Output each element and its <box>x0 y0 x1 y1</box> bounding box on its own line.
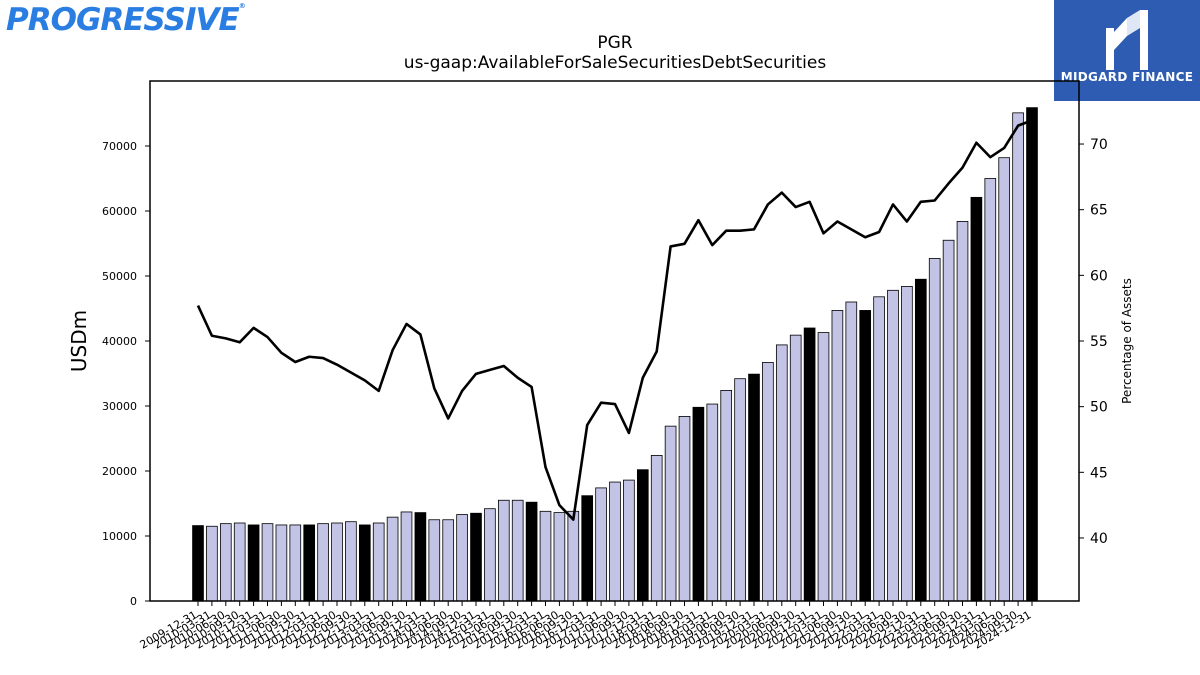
bar-2023-12-31 <box>970 196 983 602</box>
y-tick-label: 50000 <box>102 270 137 283</box>
y2-tick-label: 65 <box>1090 203 1108 219</box>
y-tick-label: 70000 <box>102 140 137 153</box>
bar-2020-12-31 <box>803 327 816 602</box>
bar-2016-03-31 <box>539 510 552 602</box>
left-axis: 0 10000 20000 30000 40000 50000 60000 70000 <box>102 140 150 608</box>
bar-2016-06-30 <box>553 512 566 602</box>
bar-2011-09-30 <box>289 524 302 602</box>
y2-tick-label: 60 <box>1090 268 1108 284</box>
y2-tick-label: 50 <box>1090 400 1108 416</box>
y2-tick-label: 40 <box>1090 531 1108 547</box>
bar-2017-09-30 <box>623 479 635 602</box>
y-tick-label: 20000 <box>102 465 137 478</box>
percentage-of-assets-line <box>196 119 1033 521</box>
bar-2019-03-31 <box>706 403 719 602</box>
bar-2015-03-31 <box>484 508 496 602</box>
y-tick-label: 10000 <box>102 530 137 543</box>
bar-2017-03-31 <box>595 487 607 602</box>
y2-tick-label: 45 <box>1090 465 1108 481</box>
bar-2020-09-30 <box>789 334 802 602</box>
bar-2010-12-31 <box>247 524 260 602</box>
y-tick-label: 30000 <box>102 400 137 413</box>
bar-2015-06-30 <box>497 499 510 602</box>
y-tick-label: 0 <box>130 595 137 608</box>
bar-2012-09-30 <box>345 521 357 602</box>
bar-2014-09-30 <box>456 514 468 602</box>
bar-2015-12-31 <box>525 501 538 602</box>
bar-2021-06-30 <box>831 310 844 602</box>
y-tick-label: 40000 <box>102 335 137 348</box>
bar-2016-12-31 <box>581 495 594 602</box>
bar-2014-03-31 <box>428 519 441 602</box>
trademark-mark: ® <box>238 2 246 10</box>
bar-2015-09-30 <box>511 499 524 602</box>
chart-title: PGR <box>597 33 632 53</box>
bar-2023-06-30 <box>942 239 955 602</box>
y2-tick-label: 70 <box>1090 137 1108 153</box>
bar-2010-06-30 <box>219 523 232 602</box>
bar-2016-09-30 <box>567 510 580 602</box>
bar-2024-12-31 <box>1026 107 1038 602</box>
bar-series <box>192 107 1038 602</box>
bar-2017-12-31 <box>636 469 649 602</box>
midgard-logo-icon <box>1106 10 1148 70</box>
bar-2018-06-30 <box>664 425 677 602</box>
bar-2009-12-31 <box>192 525 204 602</box>
bar-2012-12-31 <box>358 524 371 602</box>
bar-2022-06-30 <box>887 289 899 602</box>
bar-2014-12-31 <box>470 512 482 602</box>
bar-2013-12-31 <box>414 512 427 602</box>
bar-2017-06-30 <box>609 481 621 602</box>
bar-2018-12-31 <box>692 406 705 602</box>
bar-2019-06-30 <box>720 389 733 602</box>
logo-text: PROGRESSIVE <box>6 2 240 38</box>
bar-2012-06-30 <box>331 522 343 602</box>
bar-2020-06-30 <box>775 344 788 602</box>
bar-2019-12-31 <box>748 373 760 602</box>
bar-2018-03-31 <box>650 454 663 602</box>
y-axis-label: USDm <box>67 310 91 372</box>
bar-2021-12-31 <box>859 310 872 602</box>
bar-2011-12-31 <box>303 524 316 602</box>
y-tick-label: 60000 <box>102 205 137 218</box>
bar-2021-03-31 <box>817 332 830 602</box>
bar-2018-09-30 <box>678 415 691 602</box>
bar-2013-06-30 <box>386 516 399 602</box>
bar-2022-12-31 <box>914 278 927 602</box>
x-axis: 2009-12-312010-03-312010-06-302010-09-30… <box>138 601 1034 652</box>
bar-2024-09-30 <box>1012 112 1024 602</box>
bar-2010-09-30 <box>233 522 246 602</box>
bar-2022-03-31 <box>873 296 885 602</box>
bar-2021-09-30 <box>845 301 858 602</box>
bar-2019-09-30 <box>734 378 746 602</box>
bar-2024-03-31 <box>984 178 997 602</box>
badge-text: MIDGARD FINANCE <box>1060 70 1194 84</box>
bar-2023-03-31 <box>928 258 941 602</box>
bar-2013-09-30 <box>400 511 413 602</box>
bar-2020-03-31 <box>762 362 774 602</box>
y2-axis-label: Percentage of Assets <box>1120 278 1134 404</box>
progressive-logo: PROGRESSIVE® <box>6 2 246 38</box>
bar-2024-06-30 <box>998 157 1011 602</box>
bar-2011-06-30 <box>275 524 288 602</box>
y2-tick-label: 55 <box>1090 334 1108 350</box>
bar-2022-09-30 <box>901 285 913 602</box>
bar-2014-06-30 <box>442 519 455 602</box>
line-series <box>196 119 1033 521</box>
bar-2011-03-31 <box>261 523 274 602</box>
bar-2012-03-31 <box>317 523 329 602</box>
chart-subtitle: us-gaap:AvailableForSaleSecuritiesDebtSe… <box>404 53 827 73</box>
bar-2013-03-31 <box>372 522 385 602</box>
right-axis: 40 45 50 55 60 65 70 <box>1079 137 1108 547</box>
bar-2023-09-30 <box>956 220 969 602</box>
bar-2010-03-31 <box>206 525 218 602</box>
